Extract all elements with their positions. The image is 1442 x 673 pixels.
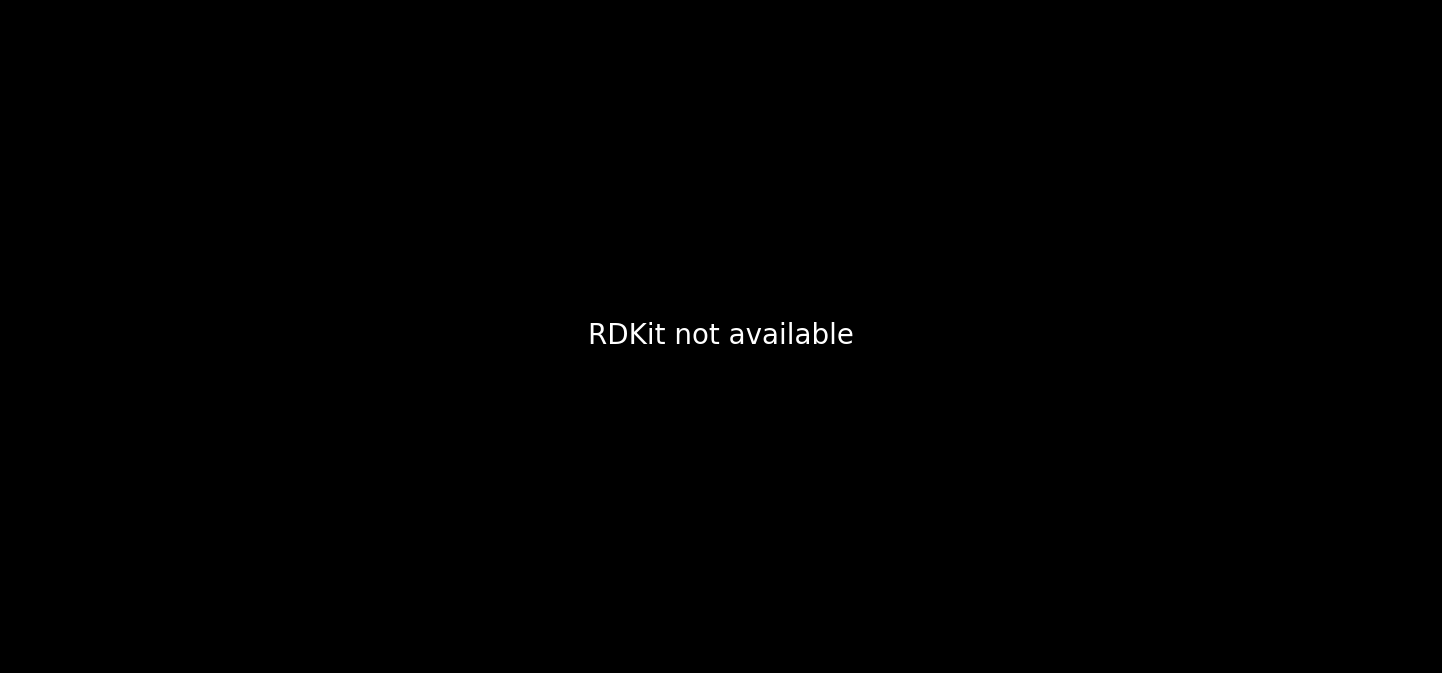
Text: RDKit not available: RDKit not available: [588, 322, 854, 351]
